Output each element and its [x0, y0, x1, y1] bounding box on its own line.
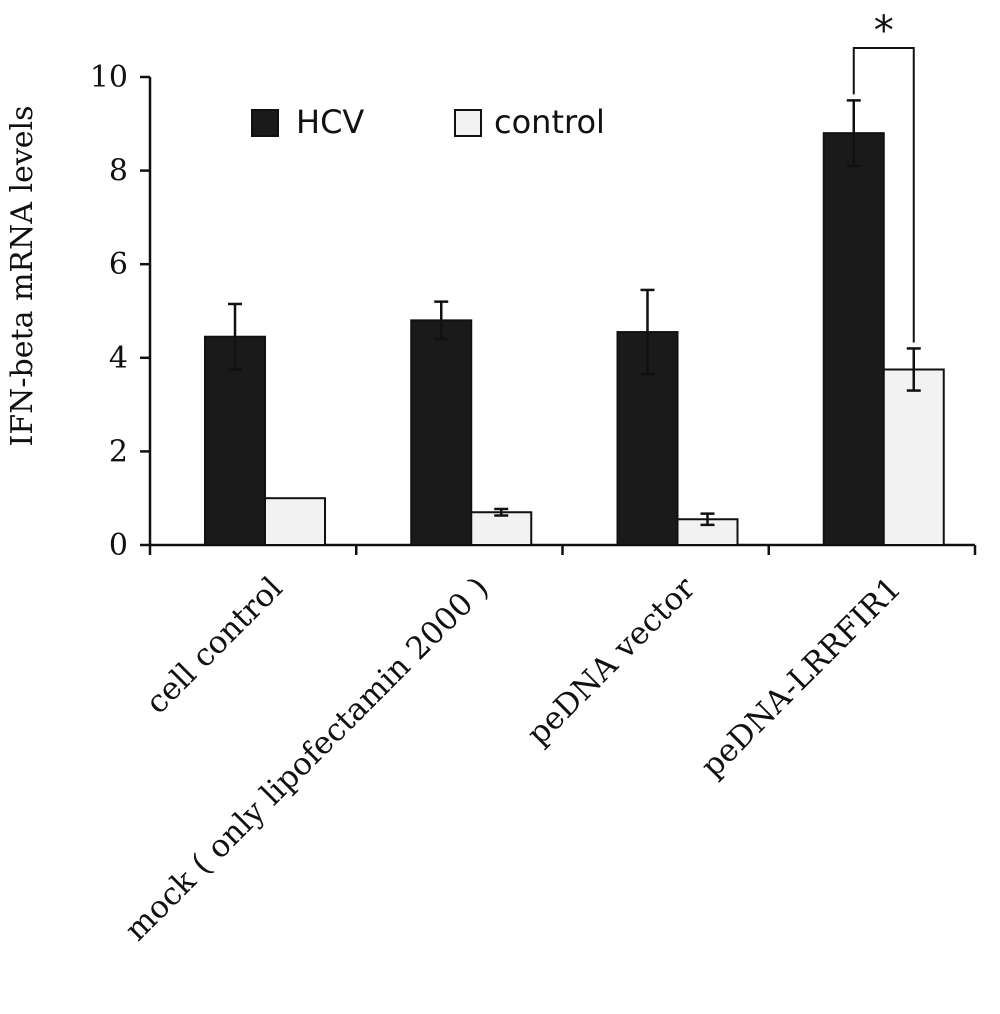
- category-label: peDNA vector: [520, 570, 702, 752]
- category-label: peDNA-LRRFIR1: [694, 570, 908, 784]
- legend-swatch-HCV: [251, 109, 279, 137]
- annotations: *: [852, 8, 915, 343]
- legend-swatch-control: [454, 109, 482, 137]
- bar-HCV-2: [616, 331, 679, 546]
- significance-star: *: [874, 8, 894, 54]
- legend-label-control: control: [494, 103, 605, 141]
- category-label: mock ( only lipofectamin 2000 ): [118, 570, 496, 948]
- bar-control-0: [264, 497, 326, 547]
- bar-HCV-1: [410, 319, 473, 546]
- y-axis-title: IFN-beta mRNA levels: [5, 105, 40, 446]
- y-tick-label: 0: [109, 528, 128, 563]
- y-tick-label: 8: [109, 154, 128, 189]
- legend-label-HCV: HCV: [296, 103, 364, 141]
- bar-HCV-0: [204, 335, 266, 546]
- bar-HCV-3: [822, 132, 885, 546]
- category-label: cell control: [139, 570, 290, 721]
- bar-control-1: [470, 511, 533, 546]
- bar-control-3: [882, 368, 945, 546]
- y-tick-label: 6: [109, 247, 128, 282]
- error-bars: [228, 99, 921, 527]
- bars: [204, 132, 945, 547]
- y-tick-label: 2: [109, 434, 128, 469]
- significance-bracket: [852, 47, 915, 343]
- legend: HCV control: [251, 103, 605, 141]
- y-tick-label: 10: [90, 60, 128, 95]
- y-tick-label: 4: [109, 341, 128, 376]
